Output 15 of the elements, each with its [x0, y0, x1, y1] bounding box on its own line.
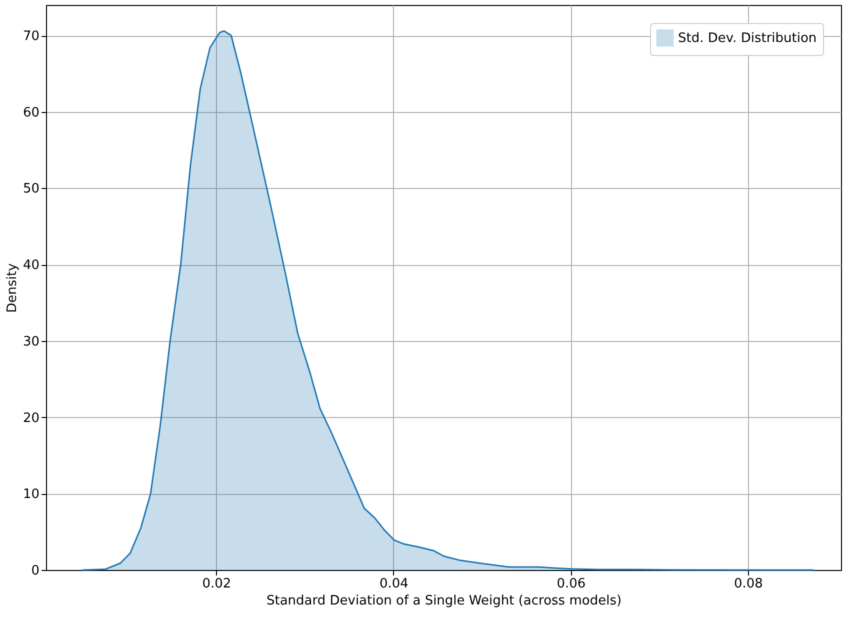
y-tick-label: 50	[22, 182, 40, 197]
y-tick-label: 20	[22, 410, 40, 426]
y-tick-label: 10	[22, 487, 40, 502]
y-tick-label: 70	[22, 29, 40, 44]
legend-label: Std. Dev. Distribution	[678, 31, 817, 46]
y-tick-label: 60	[22, 105, 40, 120]
y-axis-title: Density	[4, 262, 20, 313]
x-tick-label: 0.08	[734, 576, 763, 592]
x-tick-label: 0.02	[202, 576, 232, 592]
x-tick-label: 0.06	[556, 576, 586, 592]
y-tick-label: 0	[31, 564, 40, 578]
y-tick-label: 30	[22, 334, 40, 350]
y-tick-label: 40	[22, 258, 40, 274]
x-tick-label: 0.04	[379, 576, 408, 592]
x-axis-title: Standard Deviation of a Single Weight (across models)	[266, 594, 622, 608]
